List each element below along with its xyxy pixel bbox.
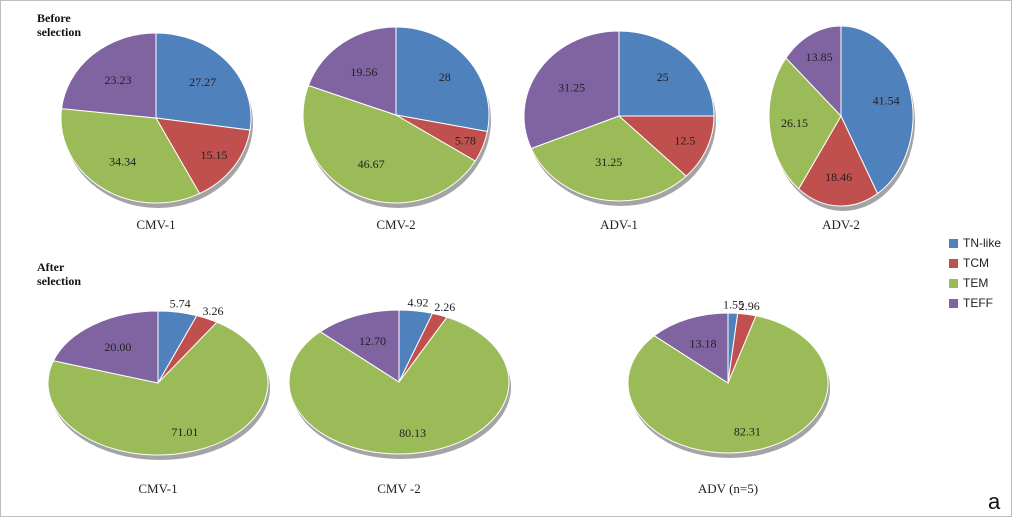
pie-title-after-cmv-2: CMV -2 — [377, 481, 420, 496]
value-label-before-cmv-2-tcm: 5.78 — [455, 133, 476, 147]
value-label-before-adv-1-tem: 31.25 — [595, 155, 622, 169]
legend-item-tcm: TCM — [949, 253, 1001, 273]
legend-swatch-teff — [949, 298, 958, 308]
legend-item-teff: TEFF — [949, 293, 1001, 313]
pie-title-before-adv-1: ADV-1 — [600, 217, 638, 232]
legend-label-tn-like: TN-like — [963, 236, 1001, 250]
before-selection-label: Before selection — [37, 11, 81, 39]
value-label-after-adv-n-5-teff: 13.18 — [690, 336, 717, 350]
pie-slice-before-adv-2-tcm — [798, 114, 879, 207]
pie-slice-before-cmv-2-teff — [307, 26, 397, 116]
pie-slice-before-adv-1-teff — [523, 30, 620, 150]
pie-after-adv-n-5: 1.552.96 82.31 13.18 ADV (n=5) — [627, 298, 830, 496]
value-label-before-cmv-1-teff: 23.23 — [104, 73, 131, 87]
pie-slice-after-adv-n-5-teff — [653, 312, 729, 384]
value-label-after-cmv-2-tcm: 2.26 — [434, 300, 455, 314]
value-label-before-adv-2-teff: 13.85 — [806, 50, 833, 64]
pie-title-before-adv-2: ADV-2 — [822, 217, 860, 232]
value-label-before-adv-1-tcm: 12.5 — [674, 133, 695, 147]
value-label-before-adv-2-tcm: 18.46 — [825, 170, 852, 184]
pie-slice-before-adv-2-teff — [785, 25, 842, 118]
legend: TN-like TCM TEM TEFF — [949, 233, 1001, 313]
value-label-before-cmv-1-tcm: 15.15 — [201, 148, 228, 162]
pie-after-cmv-1: 5.74 3.26 71.01 20.00 CMV-1 — [47, 297, 270, 496]
pie-slice-after-cmv-2-tem — [288, 316, 510, 455]
pie-slice-before-cmv-2-tn-like — [395, 26, 490, 133]
pie-slice-before-cmv-1-teff — [61, 32, 157, 119]
pie-title-before-cmv-1: CMV-1 — [136, 217, 175, 232]
value-label-after-cmv-1-tem: 71.01 — [171, 425, 198, 439]
value-label-after-adv-n-5-tn-like: 1.55 — [723, 298, 744, 312]
value-label-after-adv-n-5-tcm: 2.96 — [739, 299, 760, 313]
pie-slice-after-cmv-1-tem — [47, 321, 269, 456]
pie-title-after-adv-n-5: ADV (n=5) — [698, 481, 758, 496]
legend-swatch-tcm — [949, 258, 958, 268]
pie-slice-before-adv-1-tem — [530, 115, 687, 202]
pie-before-cmv-2: 28 5.78 46.67 19.56 CMV-2 — [302, 26, 491, 232]
pie-before-cmv-1: 27.27 15.15 34.34 23.23 CMV-1 — [60, 32, 253, 232]
legend-label-tcm: TCM — [963, 256, 989, 270]
pie-before-adv-2: 41.54 18.46 26.15 13.85 ADV-2 — [768, 25, 915, 232]
value-label-before-adv-1-tn-like: 25 — [657, 70, 669, 84]
legend-swatch-tem — [949, 278, 958, 288]
legend-label-tem: TEM — [963, 276, 989, 290]
value-label-before-adv-1-teff: 31.25 — [558, 81, 585, 95]
pie-slice-before-cmv-1-tn-like — [155, 32, 252, 131]
pie-title-before-cmv-2: CMV-2 — [376, 217, 415, 232]
value-label-after-cmv-1-tn-like: 5.74 — [170, 297, 191, 311]
pie-slice-before-adv-2-tn-like — [840, 25, 914, 195]
pie-slice-before-cmv-2-tem — [302, 84, 476, 204]
value-label-after-cmv-2-tem: 80.13 — [399, 426, 426, 440]
legend-item-tn-like: TN-like — [949, 233, 1001, 253]
value-label-before-adv-2-tn-like: 41.54 — [873, 94, 900, 108]
pie-before-adv-1: 25 12.5 31.25 31.25 ADV-1 — [523, 30, 716, 232]
value-label-after-cmv-2-tn-like: 4.92 — [407, 295, 428, 309]
pie-title-after-cmv-1: CMV-1 — [138, 481, 177, 496]
pie-slice-after-cmv-1-teff — [52, 310, 159, 384]
legend-item-tem: TEM — [949, 273, 1001, 293]
value-label-after-cmv-1-tcm: 3.26 — [203, 304, 224, 318]
pie-slice-before-cmv-1-tcm — [155, 117, 251, 195]
value-label-after-cmv-1-teff: 20.00 — [104, 340, 131, 354]
value-label-before-adv-2-tem: 26.15 — [781, 116, 808, 130]
value-label-after-adv-n-5-tem: 82.31 — [734, 425, 761, 439]
pie-slice-after-adv-n-5-tem — [627, 315, 829, 454]
legend-label-teff: TEFF — [963, 296, 993, 310]
panel-letter: a — [988, 489, 1001, 514]
value-label-before-cmv-2-tn-like: 28 — [439, 70, 451, 84]
pie-slice-before-adv-1-tn-like — [618, 30, 715, 117]
value-label-after-cmv-2-teff: 12.70 — [359, 334, 386, 348]
pie-slice-before-cmv-1-tem — [60, 108, 201, 204]
value-label-before-cmv-2-teff: 19.56 — [350, 65, 377, 79]
pie-after-cmv-2: 4.92 2.26 80.13 12.70 CMV -2 — [288, 295, 511, 496]
value-label-before-cmv-1-tn-like: 27.27 — [189, 75, 216, 89]
value-label-before-cmv-1-tem: 34.34 — [109, 154, 136, 168]
pie-slice-after-cmv-2-teff — [319, 309, 400, 383]
pie-slice-before-adv-2-tem — [768, 57, 842, 190]
pie-slice-before-adv-1-tcm — [617, 115, 715, 177]
legend-swatch-tn-like — [949, 238, 958, 248]
value-label-before-cmv-2-tem: 46.67 — [358, 157, 385, 171]
after-selection-label: After selection — [37, 260, 81, 288]
